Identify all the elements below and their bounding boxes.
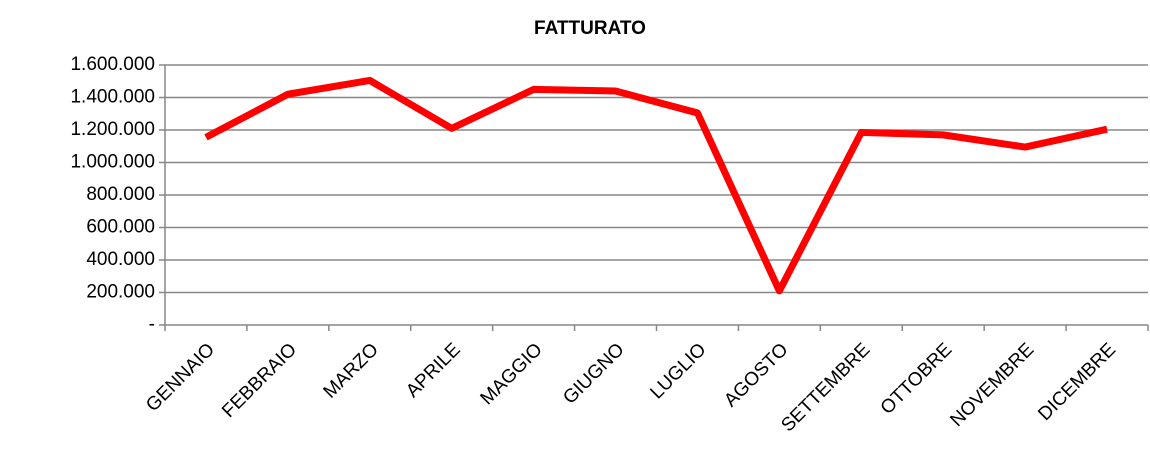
y-tick-label: 1.000.000 — [70, 152, 155, 173]
y-tick-label: 200.000 — [86, 282, 155, 303]
x-tick-label: OTTOBRE — [877, 339, 957, 419]
y-tick-label: 1.600.000 — [70, 54, 155, 75]
chart-title: FATTURATO — [534, 18, 646, 39]
y-tick-label: 800.000 — [86, 184, 155, 205]
x-tick-label: GENNAIO — [142, 339, 219, 416]
x-tick-label: AGOSTO — [720, 339, 792, 411]
x-tick-label: LUGLIO — [646, 339, 710, 403]
x-tick-label: GIUGNO — [559, 339, 628, 408]
x-tick-label: APRILE — [402, 339, 465, 402]
y-tick-label: 600.000 — [86, 217, 155, 238]
y-tick-label: 400.000 — [86, 249, 155, 270]
y-tick-label: 1.200.000 — [70, 119, 155, 140]
x-tick-label: FEBBRAIO — [218, 339, 301, 422]
x-tick-label: NOVEMBRE — [946, 339, 1038, 431]
data-line — [204, 76, 1108, 295]
x-tick-label: MAGGIO — [477, 339, 547, 409]
x-tick-label: DICEMBRE — [1034, 339, 1120, 425]
x-tick-label: MARZO — [320, 339, 383, 402]
y-tick-label: 1.400.000 — [70, 87, 155, 108]
y-tick-label: - — [149, 314, 155, 335]
